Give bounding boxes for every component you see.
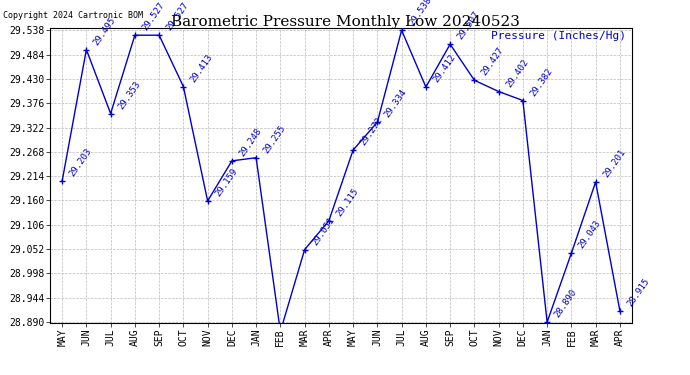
Text: 29.412: 29.412 xyxy=(431,53,457,84)
Text: 29.203: 29.203 xyxy=(68,147,94,178)
Text: 29.413: 29.413 xyxy=(189,52,215,84)
Text: 29.115: 29.115 xyxy=(335,186,360,218)
Text: 28.890: 28.890 xyxy=(553,288,578,320)
Text: 29.353: 29.353 xyxy=(116,79,142,111)
Text: 29.507: 29.507 xyxy=(455,10,482,41)
Text: Copyright 2024 Cartronic BOM: Copyright 2024 Cartronic BOM xyxy=(3,11,144,20)
Text: 29.255: 29.255 xyxy=(262,123,288,155)
Text: 28.915: 28.915 xyxy=(625,276,651,308)
Text: 29.402: 29.402 xyxy=(504,57,530,89)
Text: 29.527: 29.527 xyxy=(165,1,190,32)
Text: 29.382: 29.382 xyxy=(529,66,554,98)
Text: 29.272: 29.272 xyxy=(359,116,384,147)
Text: 28.869: 28.869 xyxy=(0,374,1,375)
Text: Barometric Pressure Monthly Low 20240523: Barometric Pressure Monthly Low 20240523 xyxy=(170,15,520,29)
Text: 29.527: 29.527 xyxy=(141,1,166,32)
Text: 29.043: 29.043 xyxy=(577,219,603,251)
Text: 29.051: 29.051 xyxy=(310,215,336,247)
Text: 29.201: 29.201 xyxy=(601,148,627,179)
Text: 29.334: 29.334 xyxy=(383,88,408,119)
Text: 29.495: 29.495 xyxy=(92,15,118,47)
Text: 29.159: 29.159 xyxy=(213,166,239,198)
Text: 29.427: 29.427 xyxy=(480,46,506,78)
Text: 29.538: 29.538 xyxy=(407,0,433,27)
Text: 29.248: 29.248 xyxy=(237,126,264,158)
Text: Pressure (Inches/Hg): Pressure (Inches/Hg) xyxy=(491,31,627,41)
